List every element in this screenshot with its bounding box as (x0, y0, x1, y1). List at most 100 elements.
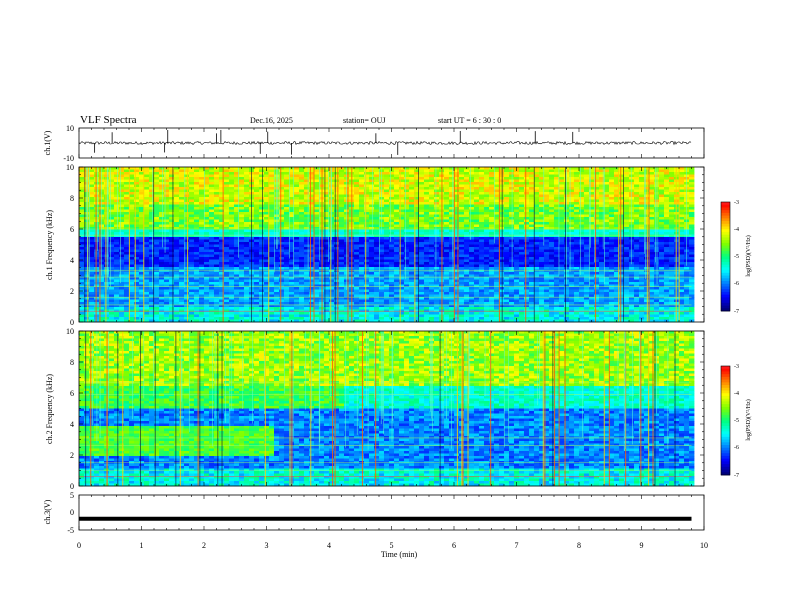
ch1-spectrogram-cell (284, 264, 290, 268)
ch1-spectrogram-cell (164, 274, 170, 278)
ch1-spectrogram-cell (259, 274, 265, 278)
ch1-spectrogram-cell (309, 192, 315, 195)
ch1-spectrogram-cell (214, 274, 220, 278)
ch1-spectrogram-cell (384, 222, 390, 225)
ch1-spectrogram-cell (109, 237, 115, 240)
ch1-spectrogram-cell (394, 317, 400, 320)
ch1-spectrogram-cell (194, 199, 200, 203)
ch1-spectrogram-cell (149, 249, 155, 253)
ch1-spectrogram-cell (364, 232, 370, 235)
ch1-spectrogram-cell (279, 299, 285, 303)
ch1-spectrogram-cell (189, 234, 195, 238)
ch1-spectrogram-cell (339, 192, 345, 195)
ch1-spectrogram-cell (344, 224, 350, 228)
ch1-spectrogram-cell (299, 274, 305, 278)
ch1-spectrogram-cell (239, 317, 245, 320)
ch1-spectrogram-cell (169, 194, 175, 198)
ch1-spectrogram-cell (269, 177, 275, 180)
ch1-spectrogram-cell (129, 287, 135, 290)
ch1-spectrogram-cell (359, 277, 365, 280)
ch1-spectrogram-cell (469, 222, 475, 225)
ch1-spectrogram-cell (104, 294, 110, 298)
ch1-spectrogram-cell (374, 232, 380, 235)
ch1-spectrogram-cell (299, 272, 305, 275)
ch1-spectrogram-cell (204, 267, 210, 270)
ch1-spectrogram-cell (204, 179, 210, 183)
ch1-spectrogram-cell (209, 189, 215, 193)
ch1-spectrogram-cell (209, 249, 215, 253)
ch1-spectrogram-cell (194, 177, 200, 180)
ch1-spectrogram-cell (234, 202, 240, 205)
ch1-spectrogram-cell (354, 267, 360, 270)
ch1-spectrogram-cell (424, 212, 430, 215)
ch1-spectrogram-cell (169, 259, 175, 263)
ch1-spectrogram-cell (444, 177, 450, 180)
ch1-spectrogram-cell (259, 212, 265, 215)
ch1-spectrogram-cell (124, 167, 130, 170)
ch1-spectrogram-cell (229, 302, 235, 305)
ch1-spectrogram-cell (314, 274, 320, 278)
ch1-spectrogram-cell (354, 197, 360, 200)
ch1-spectrogram-cell (374, 289, 380, 293)
ch1-spectrogram-cell (149, 199, 155, 203)
ch1-spectrogram-cell (104, 264, 110, 268)
ch1-spectrogram-cell (414, 304, 420, 308)
ch1-spectrogram-cell (139, 197, 145, 200)
ch1-spectrogram-cell (114, 244, 120, 248)
ch1-spectrogram-cell (124, 272, 130, 275)
ch1-spectrogram-cell (239, 242, 245, 245)
ch1-spectrogram-cell (139, 229, 145, 233)
ch1-spectrogram-cell (354, 192, 360, 195)
ch1-spectrogram-cell (139, 249, 145, 253)
ch1-spectrogram-cell (279, 282, 285, 285)
ch1-spectrogram-cell (314, 292, 320, 295)
ch1-spectrogram-cell (329, 244, 335, 248)
ch1-spectrogram-cell (409, 224, 415, 228)
ch1-spectrogram-cell (204, 182, 210, 185)
ch1-spectrogram-cell (394, 224, 400, 228)
ch1-spectrogram-cell (304, 187, 310, 190)
ch1-spectrogram-cell (214, 252, 220, 255)
ch1-spectrogram-cell (344, 307, 350, 310)
ch1-spectrogram-cell (434, 252, 440, 255)
ch1-spectrogram-cell (359, 194, 365, 198)
ch1-spectrogram-cell (324, 247, 330, 250)
ch1-spectrogram-cell (229, 317, 235, 320)
ch1-spectrogram-cell (79, 207, 85, 210)
ch1-spectrogram-cell (79, 302, 85, 305)
ch1-spectrogram-cell (279, 229, 285, 233)
ch1-spectrogram-cell (369, 272, 375, 275)
ch1-spectrogram-cell (394, 279, 400, 283)
ch1-spectrogram-cell (399, 299, 405, 303)
ch1-spectrogram-cell (234, 227, 240, 230)
ch1-spectrogram-cell (409, 312, 415, 315)
ch1-spectrogram-cell (334, 287, 340, 290)
ch1-spectrogram-cell (134, 249, 140, 253)
ch1-spectrogram-cell (139, 172, 145, 175)
ch1-spectrogram-cell (469, 202, 475, 205)
ch1-spectrogram-cell (99, 292, 105, 295)
ch1-spectrogram-cell (254, 169, 260, 173)
ch1-spectrogram-cell (164, 259, 170, 263)
ch1-spectrogram-cell (264, 274, 270, 278)
ch1-spectrogram-cell (464, 277, 470, 280)
ch1-spectrogram-cell (479, 172, 485, 175)
ch1-spectrogram-cell (309, 237, 315, 240)
ch1-spectrogram-cell (279, 234, 285, 238)
ch1-spectrogram-cell (304, 289, 310, 293)
ch1-spectrogram-cell (109, 209, 115, 213)
ch1-spectrogram-cell (239, 174, 245, 178)
ch1-spectrogram-cell (409, 174, 415, 178)
ch1-spectrogram-cell (424, 202, 430, 205)
ch1-spectrogram-cell (404, 187, 410, 190)
ch1-spectrogram-cell (359, 182, 365, 185)
ch1-spectrogram-cell (264, 242, 270, 245)
ch1-spectrogram-cell (449, 234, 455, 238)
ch1-spectrogram-cell (329, 249, 335, 253)
ch1-spectrogram-cell (409, 197, 415, 200)
ch1-spectrogram-cell (284, 284, 290, 288)
ch1-spectrogram-cell (339, 277, 345, 280)
ch1-spectrogram-cell (219, 297, 225, 300)
ch1-spectrogram-cell (304, 252, 310, 255)
ch1-spectrogram-cell (414, 242, 420, 245)
